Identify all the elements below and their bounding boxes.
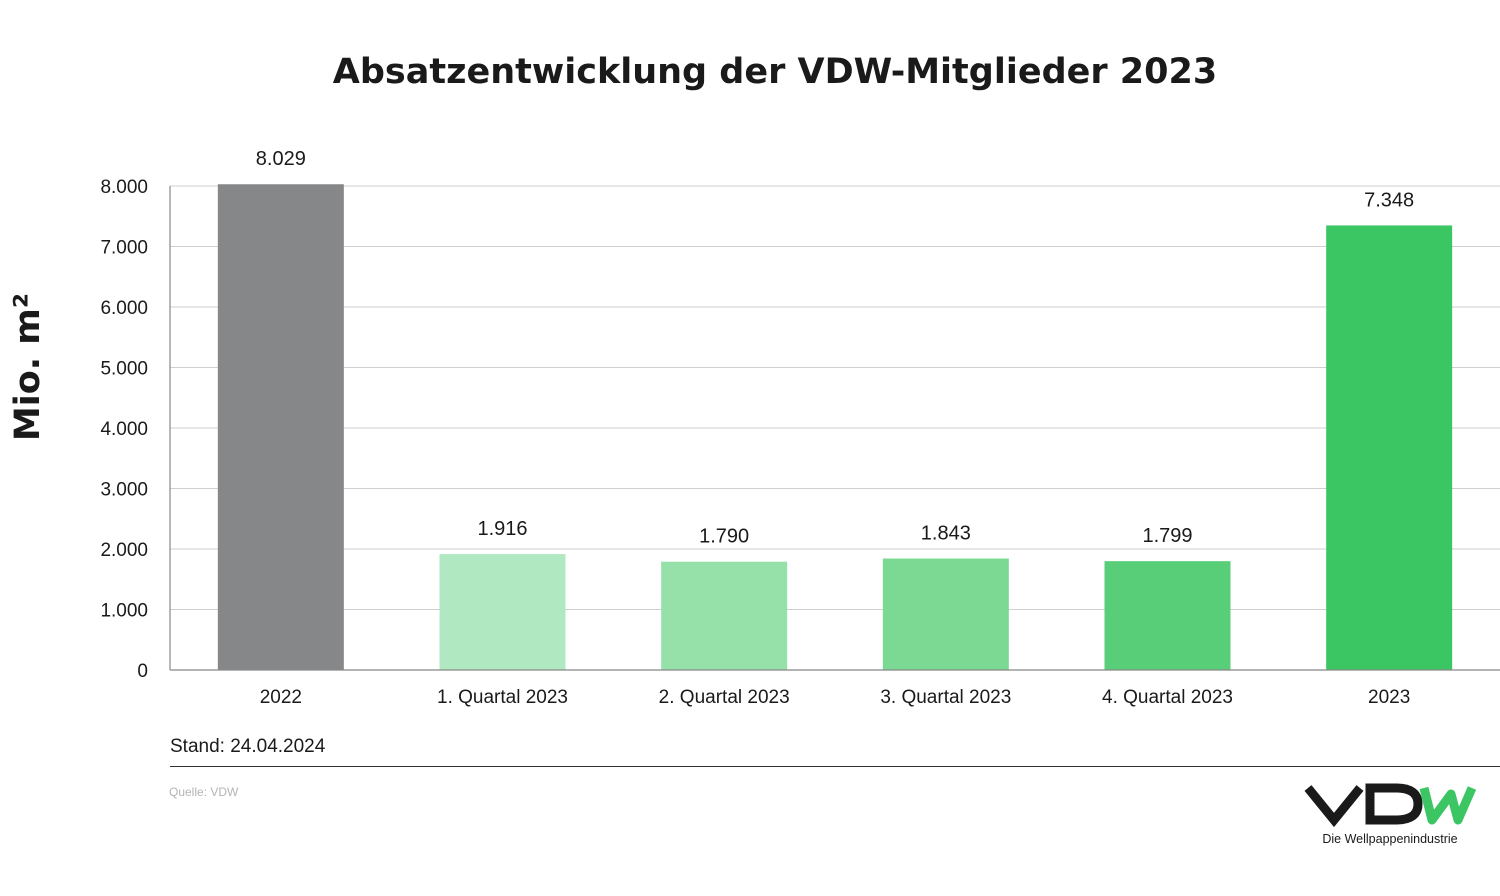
- y-tick-label: 0: [137, 661, 148, 682]
- bar: [1326, 225, 1453, 671]
- x-tick-label: 2022: [260, 687, 302, 708]
- bar: [882, 558, 1009, 670]
- logo-tagline: Die Wellpappenindustrie: [1322, 832, 1458, 846]
- y-tick-label: 6.000: [100, 298, 148, 319]
- y-tick-label: 7.000: [100, 238, 148, 259]
- vdw-logo: Die Wellpappenindustrie: [1300, 780, 1480, 850]
- axes: [169, 186, 1500, 671]
- chart-title: Absatzentwicklung der VDW-Mitglieder 202…: [332, 52, 1218, 92]
- y-tick-label: 4.000: [100, 419, 148, 440]
- bar-value-label: 1.799: [1142, 525, 1192, 547]
- x-tick-label: 1. Quartal 2023: [437, 687, 568, 708]
- bar-value-label: 1.790: [699, 526, 749, 548]
- bar: [217, 184, 344, 671]
- x-tick-label: 4. Quartal 2023: [1102, 687, 1233, 708]
- bar-value-label: 7.348: [1364, 189, 1414, 211]
- bar-value-label: 1.843: [921, 522, 971, 544]
- source-note: Quelle: VDW: [169, 785, 239, 799]
- bar: [661, 561, 788, 670]
- x-tick-label: 3. Quartal 2023: [880, 687, 1011, 708]
- grid-lines: [170, 185, 1500, 610]
- bar-value-label: 8.029: [256, 148, 306, 170]
- footer-divider: [170, 766, 1500, 767]
- x-tick-label: 2023: [1368, 687, 1410, 708]
- y-tick-label: 5.000: [100, 359, 148, 380]
- bar-chart: 0 1.000 2.000 3.000 4.000 5.000 6.000 7.000 8.00…: [100, 148, 1500, 708]
- y-tick-label: 2.000: [100, 540, 148, 561]
- y-tick-label: 1.000: [100, 601, 148, 622]
- bar-value-label: 1.916: [477, 518, 527, 540]
- vdw-logo-mark: [1304, 783, 1477, 828]
- stand-date-note: Stand: 24.04.2024: [170, 736, 326, 757]
- x-tick-label: 2. Quartal 2023: [659, 687, 790, 708]
- y-tick-label: 3.000: [100, 480, 148, 501]
- bar: [439, 554, 566, 670]
- bar: [1104, 561, 1231, 670]
- labels: 0 1.000 2.000 3.000 4.000 5.000 6.000 7.000 8.00…: [100, 148, 1414, 708]
- bars: [217, 184, 1453, 671]
- y-tick-label: 8.000: [100, 177, 148, 198]
